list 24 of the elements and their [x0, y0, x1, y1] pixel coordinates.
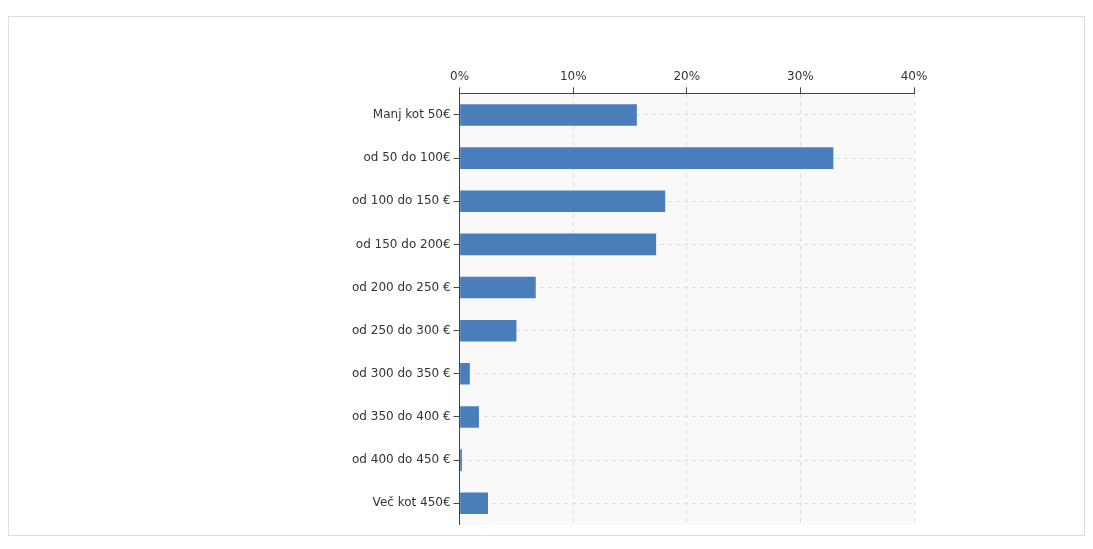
bar	[460, 363, 470, 385]
x-tick-label: 30%	[787, 69, 814, 84]
x-tick-label: 40%	[900, 69, 928, 84]
y-tick-label: od 250 do 300 €	[351, 322, 451, 337]
y-tick-label: od 350 do 400 €	[351, 409, 451, 424]
y-tick-label: od 100 do 150 €	[351, 193, 451, 208]
x-tick-label: 0%	[450, 69, 470, 84]
y-tick-label: od 300 do 350 €	[351, 365, 451, 380]
y-tick-label: od 400 do 450 €	[351, 452, 451, 467]
bar	[460, 190, 666, 213]
bar	[460, 492, 489, 515]
bar	[460, 276, 536, 299]
bar	[460, 147, 834, 169]
x-tick-label: 20%	[673, 69, 701, 84]
y-tick-label: od 150 do 200€	[355, 236, 451, 251]
y-tick-label: Manj kot 50€	[372, 107, 451, 122]
bar	[460, 406, 479, 428]
bar	[460, 104, 637, 126]
y-tick-label: od 200 do 250 €	[351, 279, 451, 294]
bar	[460, 233, 657, 256]
y-tick-label: Več kot 450€	[372, 495, 451, 510]
x-tick-label: 10%	[559, 69, 587, 84]
y-tick-label: od 50 do 100€	[363, 150, 451, 165]
bar	[460, 319, 517, 342]
